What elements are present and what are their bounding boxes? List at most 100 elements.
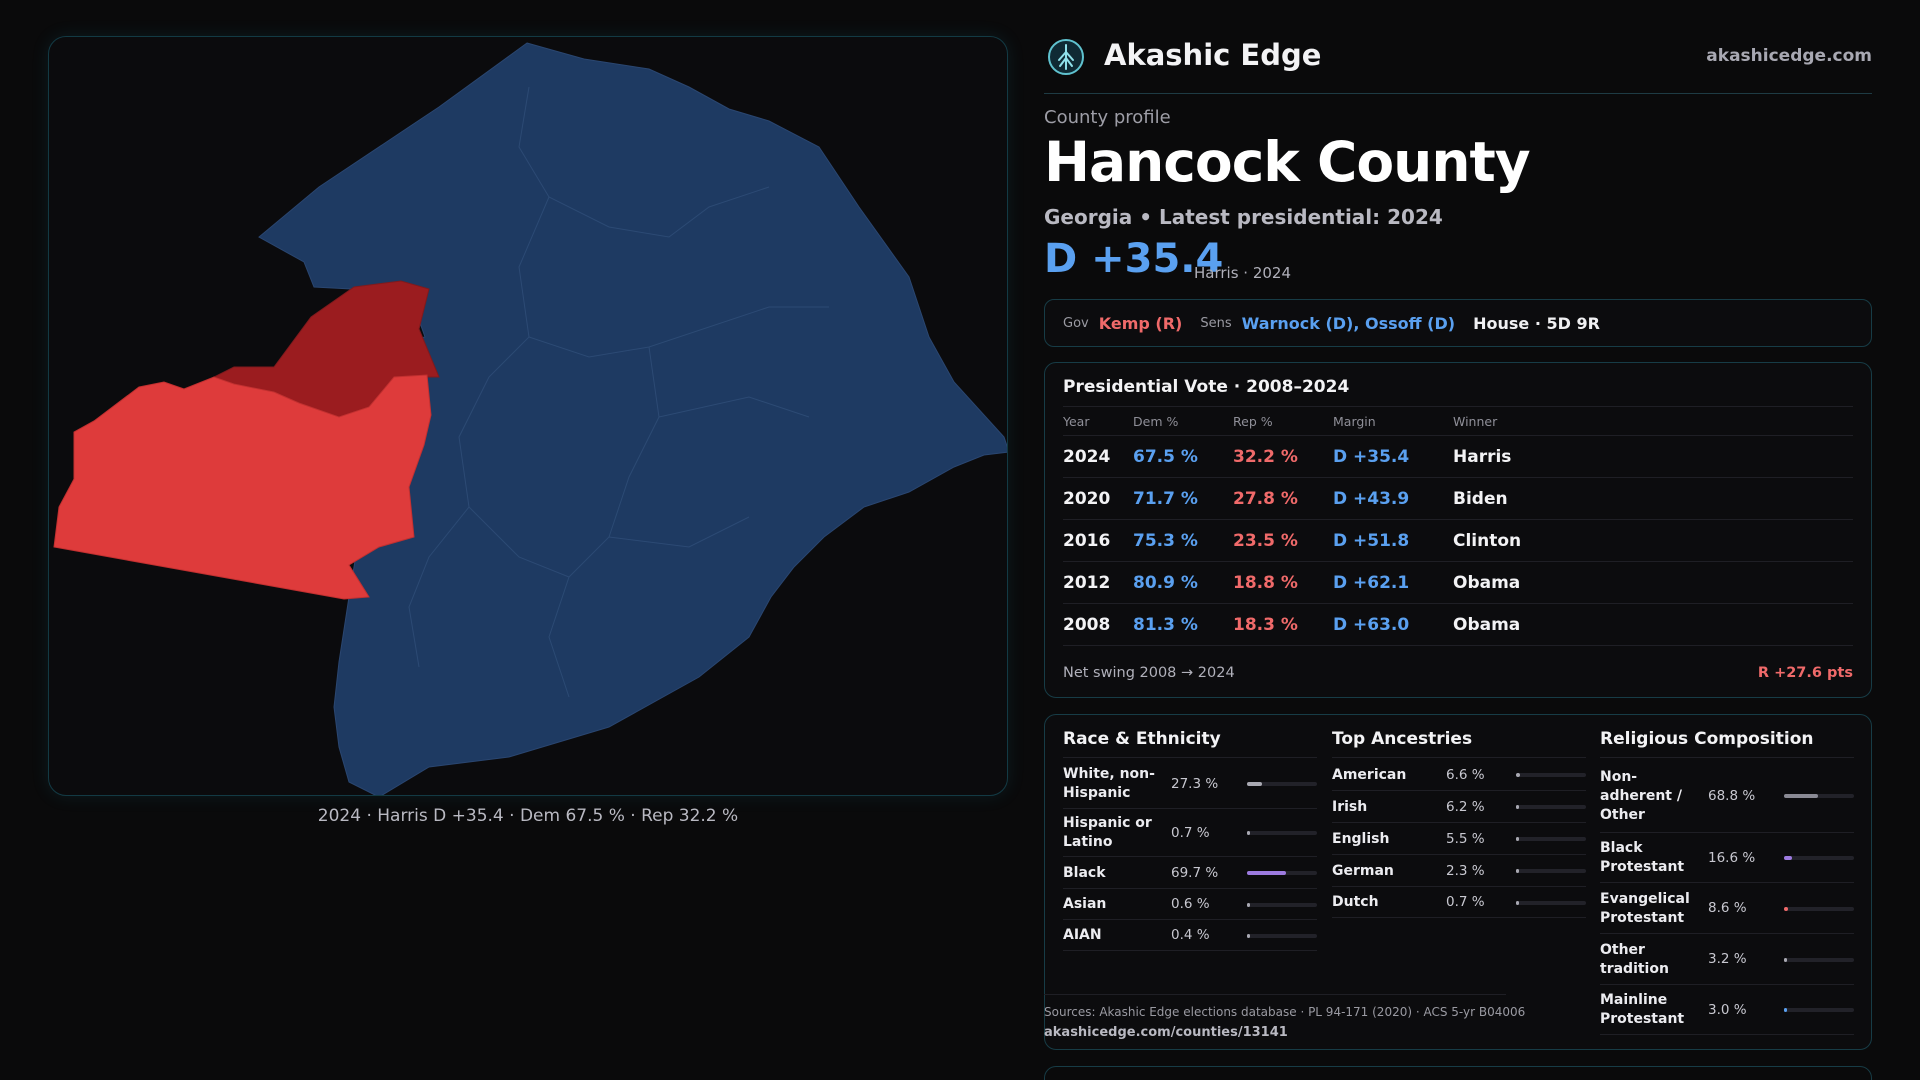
row-dem: 80.9 % (1133, 573, 1198, 593)
presidential-title: Presidential Vote · 2008–2024 (1063, 377, 1350, 397)
race-bar-fill (1247, 782, 1263, 786)
ancestry-label: American (1332, 766, 1407, 783)
religion-bar-track (1784, 856, 1854, 860)
senators-value: Warnock (D), Ossoff (D) (1241, 313, 1456, 333)
headline-margin-sub: Harris · 2024 (1194, 264, 1292, 282)
race-bar-fill (1247, 831, 1250, 835)
list-item: English 5.5 % (1332, 823, 1586, 855)
row-dem: 81.3 % (1133, 615, 1198, 635)
religion-label: Other tradition (1600, 941, 1669, 977)
brand-name: Akashic Edge (1104, 38, 1322, 72)
religion-bar-fill (1784, 1008, 1787, 1012)
religion-bar-track (1784, 794, 1854, 798)
religion-bar-fill (1784, 794, 1818, 798)
row-winner: Obama (1453, 615, 1521, 635)
list-item: Other tradition 3.2 % (1600, 934, 1854, 985)
race-value: 0.6 % (1171, 896, 1210, 912)
ancestry-value: 2.3 % (1446, 862, 1485, 879)
list-item: Evangelical Protestant 8.6 % (1600, 883, 1854, 934)
table-row: 2012 80.9 % 18.8 % D +62.1 Obama (1063, 562, 1853, 604)
header-winner: Winner (1453, 414, 1498, 429)
ancestry-bar-track (1516, 837, 1586, 841)
religion-bar-fill (1784, 957, 1787, 962)
row-winner: Harris (1453, 447, 1512, 467)
religion-label: Black Protestant (1600, 840, 1685, 875)
county-map[interactable] (48, 36, 1008, 796)
race-bar-fill (1247, 871, 1287, 875)
race-value: 27.3 % (1171, 775, 1219, 792)
table-row: 2024 67.5 % 32.2 % D +35.4 Harris (1063, 436, 1853, 478)
religion-bar-fill (1784, 856, 1793, 860)
table-row: 2008 81.3 % 18.3 % D +63.0 Obama (1063, 604, 1853, 646)
race-bar-track (1247, 782, 1317, 786)
precinct-map-svg[interactable] (49, 37, 1008, 796)
sens-label: Sens (1200, 315, 1232, 331)
row-margin: D +62.1 (1333, 573, 1410, 593)
list-item: Non-adherent / Other 68.8 % (1600, 759, 1854, 833)
governor-value: Kemp (R) (1098, 313, 1183, 333)
ancestry-label: English (1332, 830, 1390, 847)
list-item: Dutch 0.7 % (1332, 887, 1586, 918)
net-swing-label: Net swing 2008 → 2024 (1063, 665, 1235, 681)
ancestry-label: Dutch (1332, 894, 1379, 910)
row-rep: 23.5 % (1233, 531, 1298, 551)
brand-header: Akashic Edge akashicedge.com (1044, 36, 1872, 94)
row-margin: D +51.8 (1333, 531, 1410, 551)
presidential-table-header: Year Dem % Rep % Margin Winner (1063, 406, 1853, 436)
race-title-divider (1063, 757, 1317, 758)
race-bar-track (1247, 902, 1317, 907)
officials-bar: Gov Kemp (R) Sens Warnock (D), Ossoff (D… (1044, 299, 1872, 347)
ancestry-bar-track (1516, 773, 1586, 777)
list-item: American 6.6 % (1332, 759, 1586, 791)
precinct-rep-south[interactable] (53, 374, 432, 600)
row-dem: 67.5 % (1133, 447, 1198, 467)
row-margin: D +63.0 (1333, 615, 1410, 635)
religion-label: Non-adherent / Other (1600, 768, 1682, 823)
race-bar-track (1247, 933, 1317, 938)
religion-value: 3.0 % (1708, 1001, 1747, 1018)
brand-url-link[interactable]: akashicedge.com (1706, 46, 1872, 66)
row-dem: 75.3 % (1133, 531, 1198, 551)
table-row: 2016 75.3 % 23.5 % D +51.8 Clinton (1063, 520, 1853, 562)
presidential-vote-card: Presidential Vote · 2008–2024 Year Dem %… (1044, 362, 1872, 698)
header-margin: Margin (1333, 414, 1376, 429)
list-item: Hispanic or Latino 0.7 % (1063, 809, 1317, 857)
row-winner: Biden (1453, 489, 1508, 509)
row-rep: 18.3 % (1233, 615, 1298, 635)
row-year: 2016 (1063, 531, 1111, 551)
list-item: Black 69.7 % (1063, 857, 1317, 889)
gov-label: Gov (1063, 315, 1089, 331)
religion-value: 68.8 % (1708, 787, 1756, 804)
sources-link[interactable]: akashicedge.com/counties/13141 (1044, 1025, 1288, 1040)
race-title: Race & Ethnicity (1063, 729, 1221, 749)
religion-title-divider (1600, 757, 1854, 758)
header-dem: Dem % (1133, 414, 1179, 429)
list-item: German 2.3 % (1332, 855, 1586, 887)
ancestry-bar-fill (1516, 837, 1520, 841)
ancestry-bar-fill (1516, 805, 1520, 809)
list-item: Asian 0.6 % (1063, 889, 1317, 920)
page-title: Hancock County (1044, 130, 1531, 194)
tree-circle-icon (1048, 39, 1084, 75)
ancestry-title: Top Ancestries (1332, 729, 1473, 749)
race-label: White, non-Hispanic (1063, 766, 1155, 801)
ancestry-bar-track (1516, 869, 1586, 873)
ancestry-title-divider (1332, 757, 1586, 758)
religion-value: 16.6 % (1708, 849, 1756, 866)
net-swing-value: R +27.6 pts (1757, 665, 1853, 681)
next-card-edge (1044, 1066, 1872, 1080)
ancestry-label: Irish (1332, 798, 1368, 815)
ancestry-bar-track (1516, 805, 1586, 809)
race-value: 69.7 % (1171, 864, 1219, 881)
row-year: 2020 (1063, 489, 1111, 509)
list-item: AIAN 0.4 % (1063, 920, 1317, 951)
ancestry-value: 6.6 % (1446, 766, 1485, 783)
row-year: 2024 (1063, 447, 1111, 467)
religion-label: Mainline Protestant (1600, 992, 1685, 1027)
header-rep: Rep % (1233, 414, 1273, 429)
table-row: 2020 71.7 % 27.8 % D +43.9 Biden (1063, 478, 1853, 520)
row-rep: 27.8 % (1233, 489, 1298, 509)
list-item: White, non-Hispanic 27.3 % (1063, 759, 1317, 809)
sources-divider (1044, 994, 1506, 995)
precinct-borders (408, 86, 829, 698)
